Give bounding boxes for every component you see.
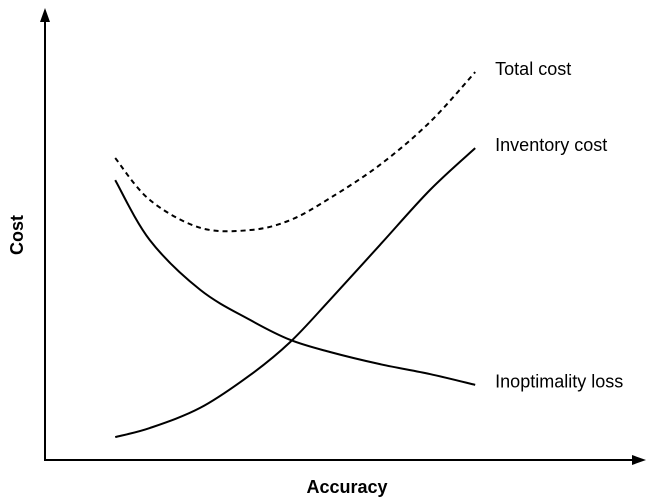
series-label: Inoptimality loss bbox=[495, 372, 623, 392]
y-axis-arrow bbox=[40, 8, 50, 22]
x-axis-title: Accuracy bbox=[306, 477, 387, 497]
series-label: Total cost bbox=[495, 59, 571, 79]
series-line bbox=[114, 147, 476, 439]
x-axis-arrow bbox=[632, 455, 646, 465]
series-line bbox=[114, 71, 476, 233]
series-line bbox=[114, 179, 476, 386]
y-axis-title: Cost bbox=[7, 215, 27, 255]
series-label: Inventory cost bbox=[495, 135, 607, 155]
